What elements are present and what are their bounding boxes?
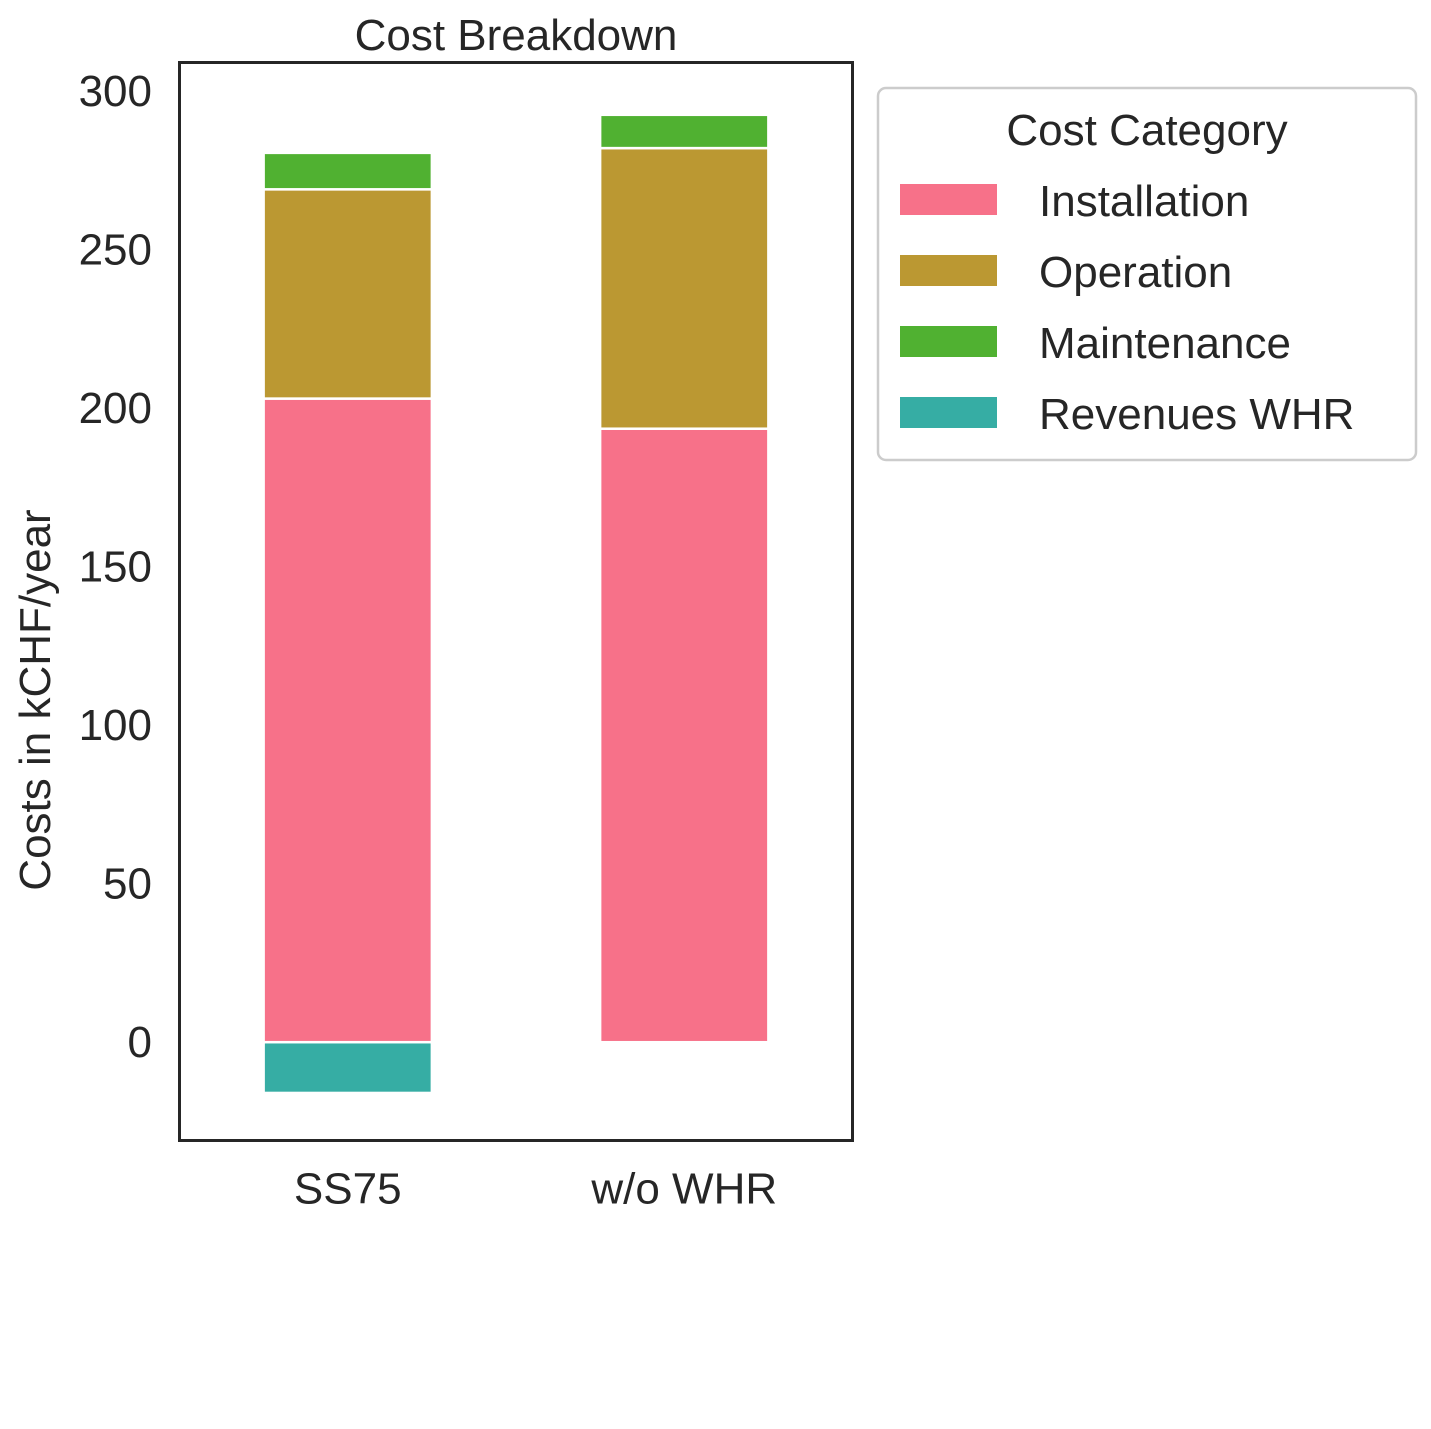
y-tick-label: 100 xyxy=(79,701,152,750)
chart-title: Cost Breakdown xyxy=(355,11,678,60)
legend-label-operation: Operation xyxy=(1039,248,1232,297)
y-tick-label: 200 xyxy=(79,384,152,433)
bar-w-o-whr-operation xyxy=(598,146,770,430)
legend-label-installation: Installation xyxy=(1039,177,1249,226)
bar-ss75-revenues-whr xyxy=(262,1040,434,1095)
y-tick-label: 300 xyxy=(79,67,152,116)
bar-ss75-operation xyxy=(262,188,434,400)
legend-swatch-operation xyxy=(900,255,997,286)
bars-layer xyxy=(262,113,770,1095)
legend-title: Cost Category xyxy=(1006,106,1287,155)
legend-swatch-maintenance xyxy=(900,326,997,357)
y-axis-ticks: 0 50 100 150 200 250 300 xyxy=(79,67,152,1067)
y-axis-label: Costs in kCHF/year xyxy=(11,509,60,890)
bar-w-o-whr-maintenance xyxy=(598,113,770,150)
legend-label-revenues-whr: Revenues WHR xyxy=(1039,390,1354,439)
y-tick-label: 250 xyxy=(79,226,152,275)
legend-frame xyxy=(876,86,1418,462)
legend-swatch-installation xyxy=(900,184,997,215)
legend-swatch-revenues-whr xyxy=(900,397,997,428)
y-tick-label: 50 xyxy=(103,860,152,909)
legend-items: Installation Operation Maintenance Revenues… xyxy=(900,177,1354,439)
legend: Cost Category Installation Operation Maint… xyxy=(876,86,1418,462)
y-tick-label: 150 xyxy=(79,543,152,592)
bar-w-o-whr-installation xyxy=(598,427,770,1044)
plot-frame xyxy=(178,61,854,1142)
legend-label-maintenance: Maintenance xyxy=(1039,319,1291,368)
x-tick-label: w/o WHR xyxy=(590,1165,777,1214)
bar-ss75-installation xyxy=(262,397,434,1044)
bar-ss75-maintenance xyxy=(262,151,434,191)
x-tick-label: SS75 xyxy=(294,1165,402,1214)
x-axis-ticks: SS75 w/o WHR xyxy=(294,1165,777,1214)
y-tick-label: 0 xyxy=(128,1018,152,1067)
